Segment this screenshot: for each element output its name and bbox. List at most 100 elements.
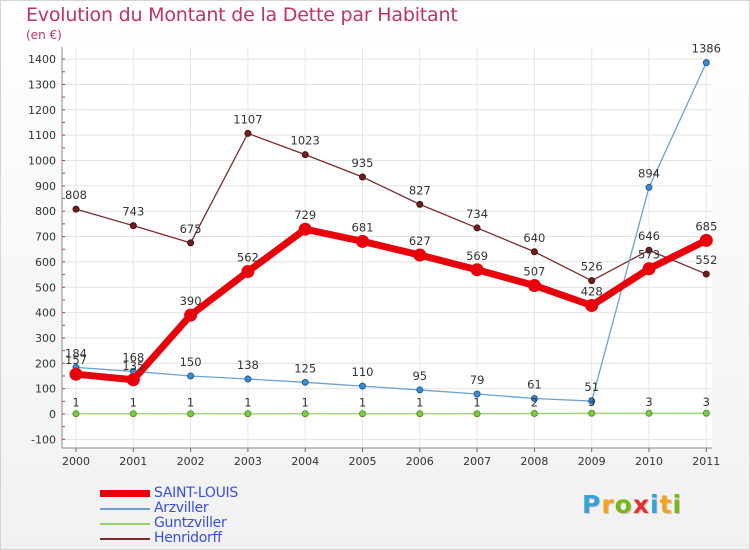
data-point-guntzviller — [244, 410, 252, 418]
x-tick-label: 2001 — [119, 455, 147, 468]
data-label-arzviller: 168 — [122, 350, 144, 364]
data-point-saint-louis — [642, 262, 656, 276]
x-tick-label: 2006 — [406, 455, 434, 468]
x-tick-label: 2007 — [463, 455, 491, 468]
data-point-guntzviller — [187, 410, 195, 418]
data-point-guntzviller — [359, 410, 366, 418]
x-tick-label: 2000 — [62, 455, 90, 468]
data-label-saint-louis: 685 — [695, 219, 717, 233]
x-tick-label: 2005 — [349, 455, 377, 468]
y-tick-label: 1400 — [28, 53, 56, 66]
y-tick-label: 600 — [35, 256, 56, 269]
data-point-guntzviller — [473, 410, 481, 418]
data-point-arzviller — [187, 372, 195, 380]
data-point-henridorff — [645, 246, 653, 254]
data-label-arzviller: 110 — [352, 365, 374, 379]
data-point-guntzviller — [702, 409, 710, 417]
x-tick-label: 2009 — [578, 455, 606, 468]
data-label-saint-louis: 562 — [237, 251, 259, 265]
data-label-saint-louis: 627 — [409, 234, 431, 248]
data-label-guntzviller: 1 — [72, 396, 79, 410]
data-point-henridorff — [702, 270, 710, 278]
data-label-guntzviller: 1 — [359, 396, 366, 410]
data-label-henridorff: 1023 — [291, 134, 320, 148]
data-label-henridorff: 646 — [638, 229, 660, 243]
data-point-saint-louis — [298, 222, 312, 236]
data-point-guntzviller — [72, 410, 80, 418]
data-point-henridorff — [359, 173, 366, 181]
data-label-arzviller: 61 — [527, 378, 542, 392]
data-label-guntzviller: 1 — [416, 396, 423, 410]
data-point-henridorff — [129, 222, 137, 230]
data-label-saint-louis: 157 — [65, 353, 87, 367]
data-label-saint-louis: 681 — [352, 220, 374, 234]
legend-label: Arzviller — [154, 500, 209, 516]
data-label-guntzviller: 3 — [588, 395, 595, 409]
data-point-arzviller — [530, 395, 538, 403]
data-point-arzviller — [359, 382, 366, 390]
data-point-henridorff — [473, 224, 481, 232]
data-point-saint-louis — [699, 233, 713, 247]
data-label-guntzviller: 1 — [473, 396, 480, 410]
y-tick-label: 700 — [35, 231, 56, 244]
data-label-saint-louis: 569 — [466, 249, 488, 263]
data-label-arzviller: 125 — [294, 361, 316, 375]
data-label-henridorff: 935 — [352, 156, 374, 170]
data-label-arzviller: 1386 — [692, 42, 721, 56]
logo-letter: x — [632, 490, 650, 519]
proxiti-logo: Proxiti — [582, 490, 682, 519]
y-tick-label: 100 — [35, 383, 56, 396]
data-point-henridorff — [301, 151, 309, 159]
chart-unit-label: (en €) — [26, 28, 62, 42]
data-point-arzviller — [588, 397, 596, 405]
series-line-henridorff — [75, 132, 707, 282]
data-point-guntzviller — [588, 409, 596, 417]
data-label-guntzviller: 1 — [244, 396, 251, 410]
series-line-saint-louis — [72, 225, 710, 384]
data-label-arzviller: 894 — [638, 166, 660, 180]
data-label-saint-louis: 135 — [122, 359, 144, 373]
data-point-henridorff — [72, 205, 80, 213]
series-line-arzviller — [75, 61, 707, 402]
data-label-saint-louis: 428 — [581, 285, 603, 299]
legend-label: SAINT-LOUIS — [154, 485, 238, 501]
data-point-saint-louis — [585, 299, 599, 313]
legend-item: Guntzviller — [100, 515, 320, 531]
logo-letter: o — [614, 490, 633, 519]
y-tick-label: 1000 — [28, 155, 56, 168]
data-point-henridorff — [530, 248, 538, 256]
x-tick-label: 2003 — [234, 455, 262, 468]
data-label-saint-louis: 729 — [294, 208, 316, 222]
data-point-arzviller — [473, 390, 481, 398]
y-tick-label: 900 — [35, 180, 56, 193]
data-label-henridorff: 526 — [581, 260, 603, 274]
data-label-guntzviller: 1 — [130, 396, 137, 410]
y-tick-label: 400 — [35, 307, 56, 320]
data-point-guntzviller — [530, 409, 538, 417]
y-tick-label: 200 — [35, 357, 56, 370]
data-label-saint-louis: 507 — [523, 264, 545, 278]
data-point-henridorff — [416, 200, 424, 208]
logo-letter: t — [659, 490, 673, 519]
legend-label: Guntzviller — [154, 515, 227, 531]
data-point-henridorff — [244, 129, 252, 137]
data-label-henridorff: 1107 — [233, 112, 262, 126]
legend-swatch — [100, 490, 150, 497]
data-label-guntzviller: 1 — [187, 396, 194, 410]
data-point-henridorff — [588, 277, 596, 285]
data-point-guntzviller — [645, 409, 653, 417]
x-tick-label: 2011 — [692, 455, 720, 468]
data-label-arzviller: 184 — [65, 346, 87, 360]
x-tick-label: 2004 — [291, 455, 319, 468]
y-tick-label: 300 — [35, 332, 56, 345]
data-point-saint-louis — [241, 265, 255, 279]
x-tick-label: 2002 — [177, 455, 205, 468]
data-point-arzviller — [301, 378, 309, 386]
data-label-guntzviller: 3 — [645, 395, 652, 409]
legend-item: SAINT-LOUIS — [100, 485, 320, 501]
data-point-arzviller — [702, 59, 710, 67]
data-label-saint-louis: 390 — [180, 294, 202, 308]
data-label-henridorff: 552 — [695, 253, 717, 267]
data-label-arzviller: 51 — [584, 380, 599, 394]
data-label-henridorff: 640 — [523, 231, 545, 245]
